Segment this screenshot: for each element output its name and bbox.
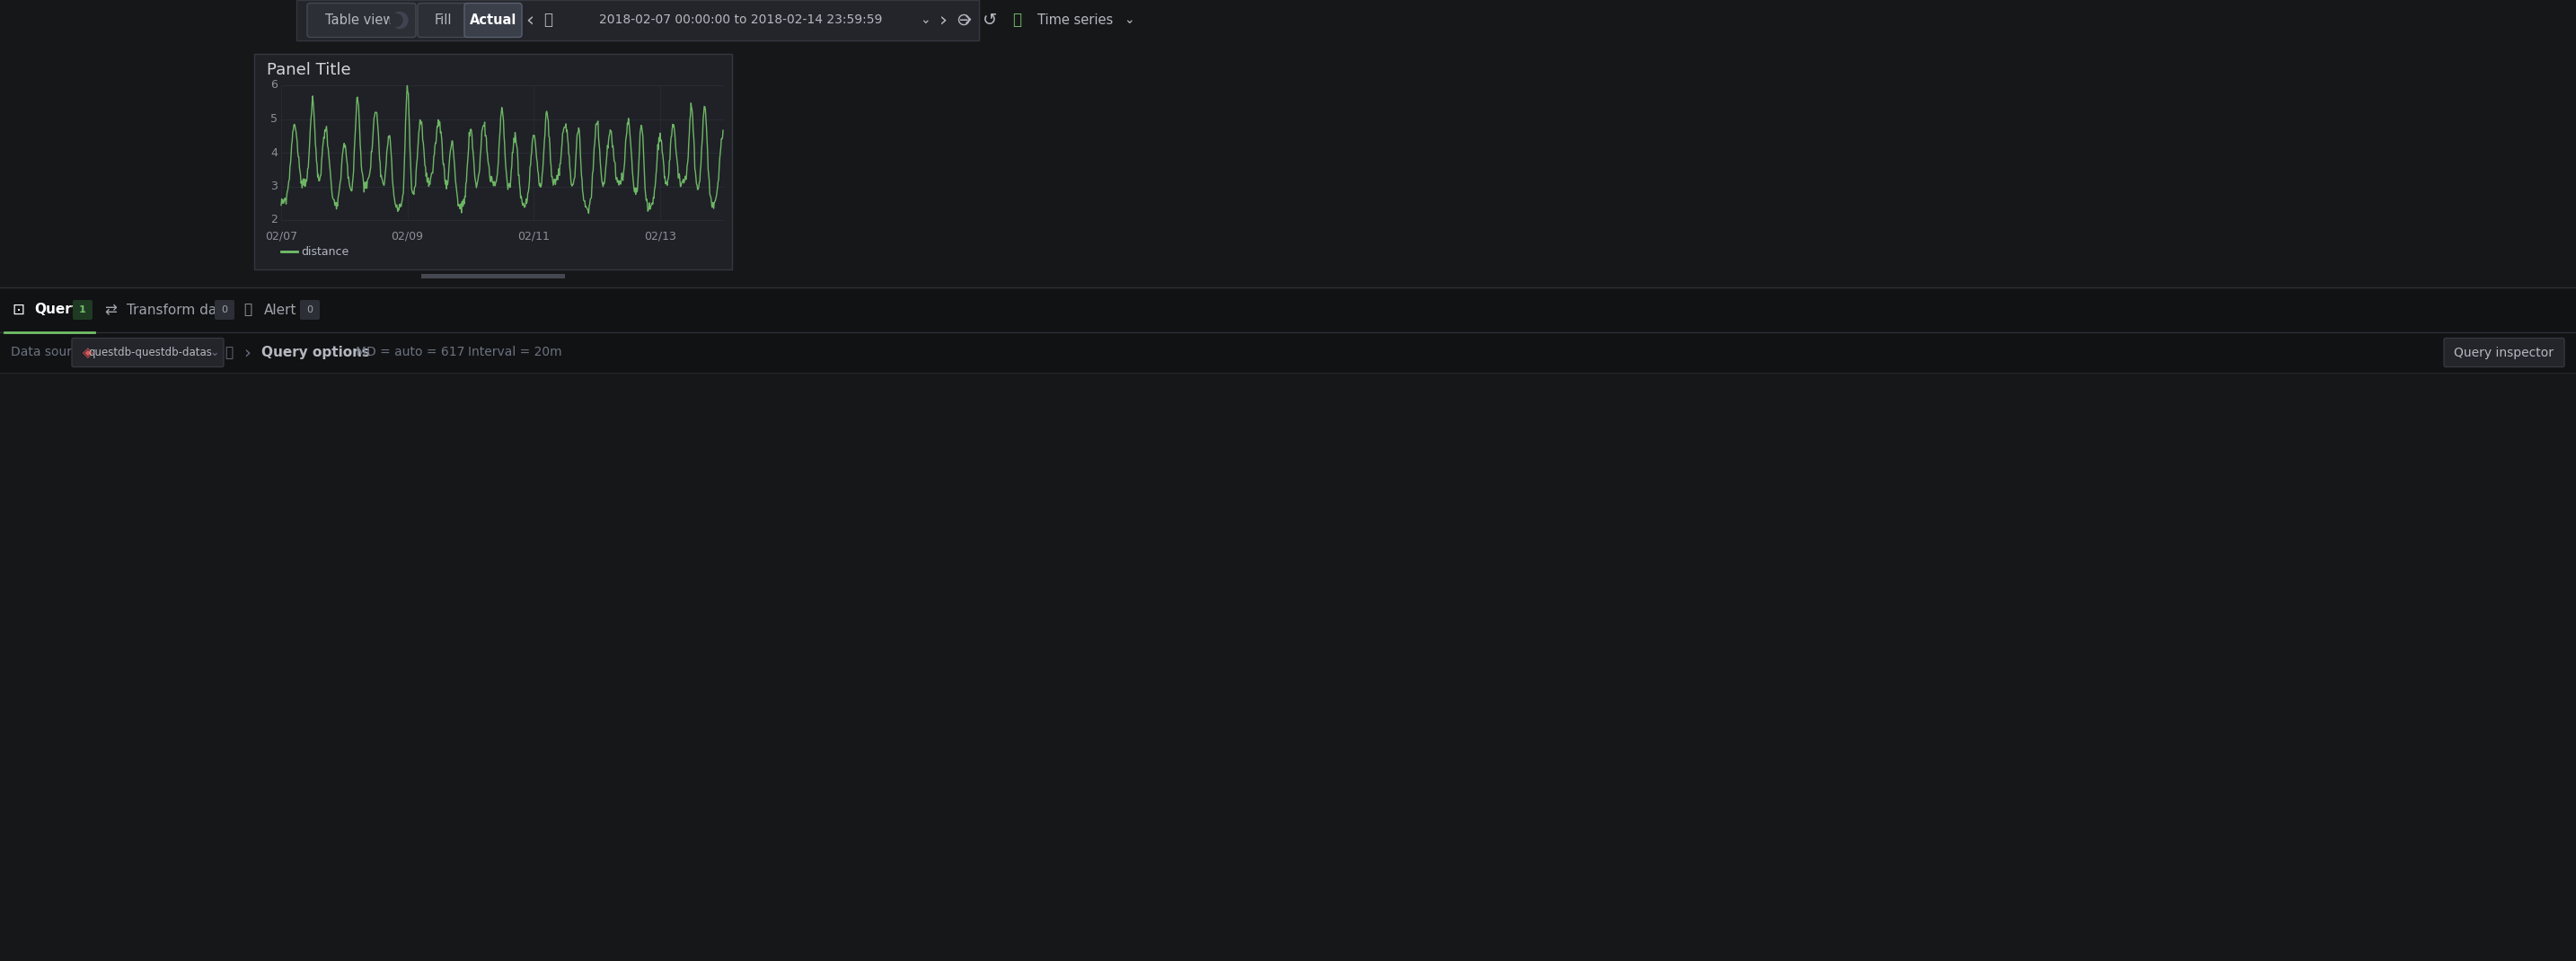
Text: 6: 6: [270, 80, 278, 91]
Text: ⌄: ⌄: [211, 347, 219, 358]
Text: ⌄: ⌄: [1123, 13, 1133, 27]
Text: ⊡: ⊡: [13, 302, 23, 318]
Circle shape: [392, 12, 407, 28]
Text: ⊖: ⊖: [956, 12, 971, 29]
Text: ◈: ◈: [82, 346, 93, 359]
Text: Query inspector: Query inspector: [2455, 346, 2553, 358]
Text: Data source: Data source: [10, 346, 85, 358]
Text: 0: 0: [307, 306, 314, 314]
Text: 02/11: 02/11: [518, 231, 549, 242]
FancyBboxPatch shape: [464, 3, 523, 37]
Text: 0: 0: [222, 306, 227, 314]
Text: Query: Query: [33, 303, 80, 316]
Text: Actual: Actual: [469, 13, 518, 27]
Text: ⏱: ⏱: [544, 12, 551, 28]
Text: MD = auto = 617: MD = auto = 617: [355, 346, 464, 358]
Text: ↺: ↺: [981, 12, 997, 29]
Text: Alert: Alert: [265, 303, 296, 316]
Bar: [255, 54, 732, 269]
Bar: [0, 333, 2576, 373]
Bar: [0, 287, 2576, 333]
Text: Table view: Table view: [325, 13, 394, 27]
Text: Time series: Time series: [1038, 13, 1113, 27]
Text: ⓘ: ⓘ: [224, 346, 234, 359]
Text: 🔔: 🔔: [245, 303, 252, 316]
Text: Transform data: Transform data: [126, 303, 229, 316]
Text: 02/07: 02/07: [265, 231, 296, 242]
Text: ‹: ‹: [526, 12, 533, 29]
Text: Fill: Fill: [433, 13, 451, 27]
Bar: [296, 0, 979, 40]
Text: ›: ›: [940, 12, 948, 29]
Text: 2018-02-07 00:00:00 to 2018-02-14 23:59:59: 2018-02-07 00:00:00 to 2018-02-14 23:59:…: [600, 13, 884, 27]
Text: 02/13: 02/13: [644, 231, 675, 242]
FancyBboxPatch shape: [72, 338, 224, 367]
FancyBboxPatch shape: [417, 3, 469, 37]
FancyBboxPatch shape: [214, 300, 234, 320]
Text: 2: 2: [270, 214, 278, 226]
Text: 3: 3: [270, 181, 278, 192]
Text: 5: 5: [270, 113, 278, 125]
Text: ›: ›: [963, 10, 974, 31]
Text: distance: distance: [301, 246, 348, 258]
FancyBboxPatch shape: [2445, 338, 2563, 367]
Circle shape: [389, 13, 402, 27]
Text: questdb-questdb-datas: questdb-questdb-datas: [88, 347, 211, 358]
FancyBboxPatch shape: [307, 3, 415, 37]
Text: Interval = 20m: Interval = 20m: [469, 346, 562, 358]
Text: 4: 4: [270, 147, 278, 159]
Text: ⇄: ⇄: [103, 302, 116, 318]
Text: ⌄: ⌄: [920, 13, 930, 27]
Text: Panel Title: Panel Title: [268, 62, 350, 78]
Text: 1: 1: [80, 306, 85, 314]
FancyBboxPatch shape: [299, 300, 319, 320]
Text: 02/09: 02/09: [392, 231, 422, 242]
Text: Query options: Query options: [260, 346, 371, 359]
Text: ›: ›: [245, 344, 250, 361]
FancyBboxPatch shape: [72, 300, 93, 320]
Text: 📈: 📈: [1012, 12, 1020, 28]
FancyBboxPatch shape: [422, 274, 564, 279]
